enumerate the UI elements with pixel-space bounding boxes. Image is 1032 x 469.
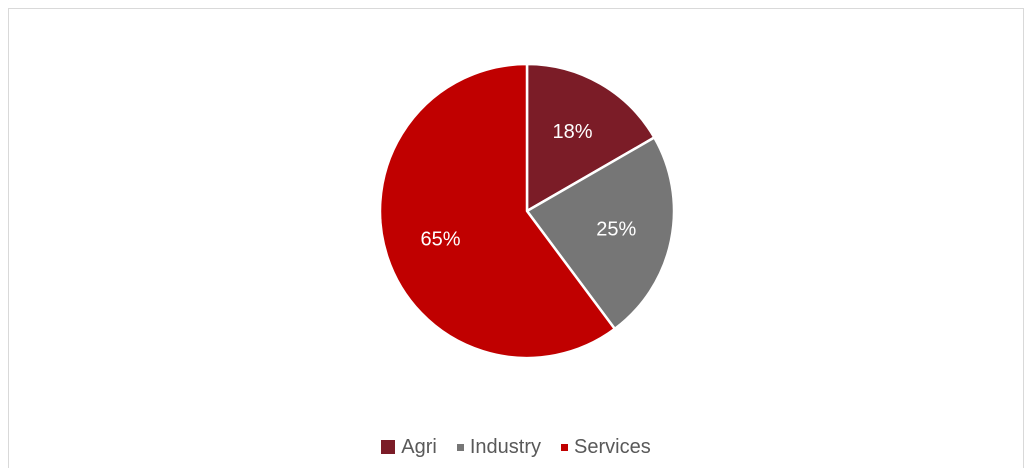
data-label-industry: 25% [596,218,636,240]
legend-swatch-agri [381,440,396,454]
chart-frame: 18% 25% 65% Agri Industry Services [8,8,1024,468]
data-label-agri: 18% [553,121,593,143]
legend-swatch-industry [456,443,464,451]
legend-label-agri: Agri [401,436,437,458]
pie-chart: 18% 25% 65% [378,62,676,360]
pie-slice-industry [525,136,676,331]
legend-label-services: Services [574,436,651,458]
legend-swatch-services [561,443,569,451]
legend-item-industry: Industry [456,435,542,459]
legend: Agri Industry Services [9,435,1023,459]
legend-item-services: Services [561,435,651,459]
data-label-services: 65% [420,229,460,251]
legend-item-agri: Agri [381,435,437,459]
legend-label-industry: Industry [469,436,542,458]
pie-slice-services [378,62,617,360]
pie-slice-agri [525,62,656,213]
